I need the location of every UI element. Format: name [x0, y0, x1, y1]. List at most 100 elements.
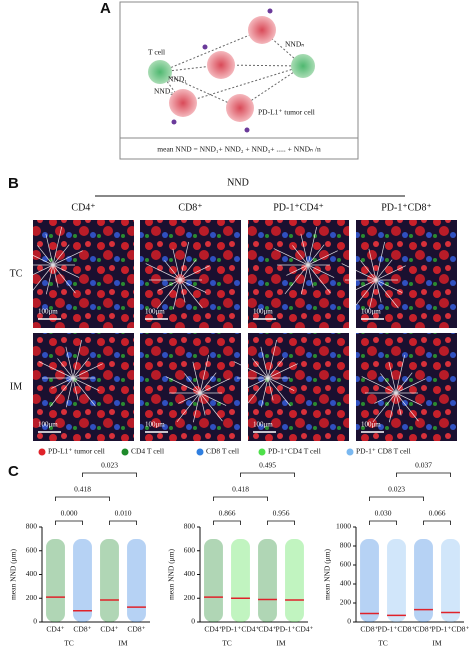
nnd-line: [395, 392, 423, 406]
nnd-line: [267, 363, 298, 379]
p-value: 0.010: [115, 509, 132, 518]
nnd-line: [65, 346, 74, 379]
nnd-line: [199, 392, 227, 406]
nnd-line: [38, 361, 74, 379]
nnd-lines: [273, 226, 338, 295]
x-tick-label: PD-1⁺CD8⁺: [378, 625, 416, 634]
tumor-cells: [169, 8, 276, 133]
nnd-line: [267, 357, 285, 379]
bracket: [369, 496, 424, 501]
nnd-line: [267, 377, 295, 391]
dot-cloud: [414, 539, 433, 622]
group-label: TC: [222, 639, 232, 648]
nnd-line: [292, 245, 309, 266]
group-label: IM: [118, 639, 127, 648]
nnd-line: [395, 378, 426, 394]
nnd-line: [52, 244, 70, 266]
y-tick-label: 800: [26, 522, 38, 531]
scale-bar-label: 100μm: [145, 421, 165, 429]
nnd-line: [267, 339, 278, 379]
nnd-line: [233, 361, 269, 379]
nnd-line: [49, 377, 74, 408]
nnd-line: [65, 377, 74, 408]
nnd-line: [260, 346, 269, 379]
dot-cloud: [258, 539, 277, 622]
nnd-line: [375, 279, 403, 293]
nnd-line: [307, 264, 331, 294]
nnd-lines: [233, 339, 298, 408]
formula: mean NND = NND₁+ NND₂ + NND₃+ ..... + NN…: [157, 145, 321, 154]
nnd-line: [176, 392, 201, 423]
bracket: [423, 520, 451, 525]
nnd-line: [307, 264, 314, 288]
nnd-lines: [18, 226, 83, 295]
nnd-lines: [165, 354, 230, 423]
dot-cloud: [441, 539, 460, 622]
p-value: 0.023: [101, 461, 118, 470]
nnd-line: [395, 354, 406, 394]
nnd-line: [178, 392, 201, 404]
x-tick-label: CD8⁺: [73, 625, 91, 634]
panel-label: A: [100, 0, 111, 17]
group-label: IM: [432, 639, 441, 648]
nnd-line: [179, 265, 210, 281]
nnd-line: [267, 377, 274, 401]
y-tick-label: 600: [184, 545, 196, 554]
x-tick-label: CD8⁺: [414, 625, 432, 634]
nnd-label: NND₂: [154, 87, 173, 96]
panel-label: C: [8, 463, 19, 480]
row-header: IM: [10, 381, 22, 392]
nnd-line: [52, 264, 76, 294]
y-tick-label: 0: [191, 617, 195, 626]
nnd-line: [52, 264, 80, 278]
y-tick-label: 0: [347, 617, 351, 626]
dot-cloud: [360, 539, 379, 622]
nnd-label: NND₁: [168, 75, 187, 84]
y-tick-label: 800: [184, 522, 196, 531]
nnd-line: [72, 363, 103, 379]
t-cell-label: T cell: [148, 48, 165, 57]
micrograph: [33, 333, 134, 441]
scale-bar-label: 100μm: [38, 421, 58, 429]
p-value: 0.956: [273, 509, 290, 518]
y-tick-label: 800: [340, 541, 352, 550]
nnd-line: [286, 264, 309, 276]
x-tick-label: CD4⁺: [258, 625, 276, 634]
scale-bar-label: 100μm: [253, 421, 273, 429]
nnd-lines: [38, 339, 103, 408]
dot-cloud: [100, 539, 119, 622]
micrograph: [356, 333, 457, 441]
nnd-line: [252, 358, 269, 379]
x-tick-label: PD-1⁺CD4⁺: [276, 625, 314, 634]
bracket: [396, 472, 451, 477]
scale-bar-label: 100μm: [145, 308, 165, 316]
nnd-line: [375, 279, 382, 303]
nnd-lines: [341, 241, 406, 310]
group-label: IM: [276, 639, 285, 648]
bracket: [55, 520, 83, 525]
tumor-cell-label: PD-L1⁺ tumor cell: [258, 108, 315, 117]
dot-cloud: [127, 539, 146, 622]
bracket: [109, 520, 137, 525]
nnd-line: [51, 377, 74, 389]
nnd-line: [244, 377, 269, 408]
nnd-line: [52, 226, 63, 266]
p-value: 0.418: [74, 485, 91, 494]
nnd-line: [31, 264, 54, 276]
nnd-line: [375, 265, 406, 281]
dot-cloud: [387, 539, 406, 622]
p-value: 0.418: [232, 485, 249, 494]
column-header: CD8⁺: [178, 202, 202, 213]
x-tick-label: PD-1⁺CD4⁺: [222, 625, 260, 634]
header: NND: [227, 177, 249, 188]
p-value: 0.037: [415, 461, 432, 470]
nnd-line: [267, 377, 291, 407]
y-tick-label: 0: [33, 617, 37, 626]
column-header: PD-1⁺CD8⁺: [381, 202, 432, 213]
nnd-line: [354, 279, 377, 291]
p-value: 0.023: [388, 485, 405, 494]
scale-bar-label: 100μm: [38, 308, 58, 316]
nnd-line: [300, 233, 309, 266]
nnd-line: [352, 279, 377, 310]
